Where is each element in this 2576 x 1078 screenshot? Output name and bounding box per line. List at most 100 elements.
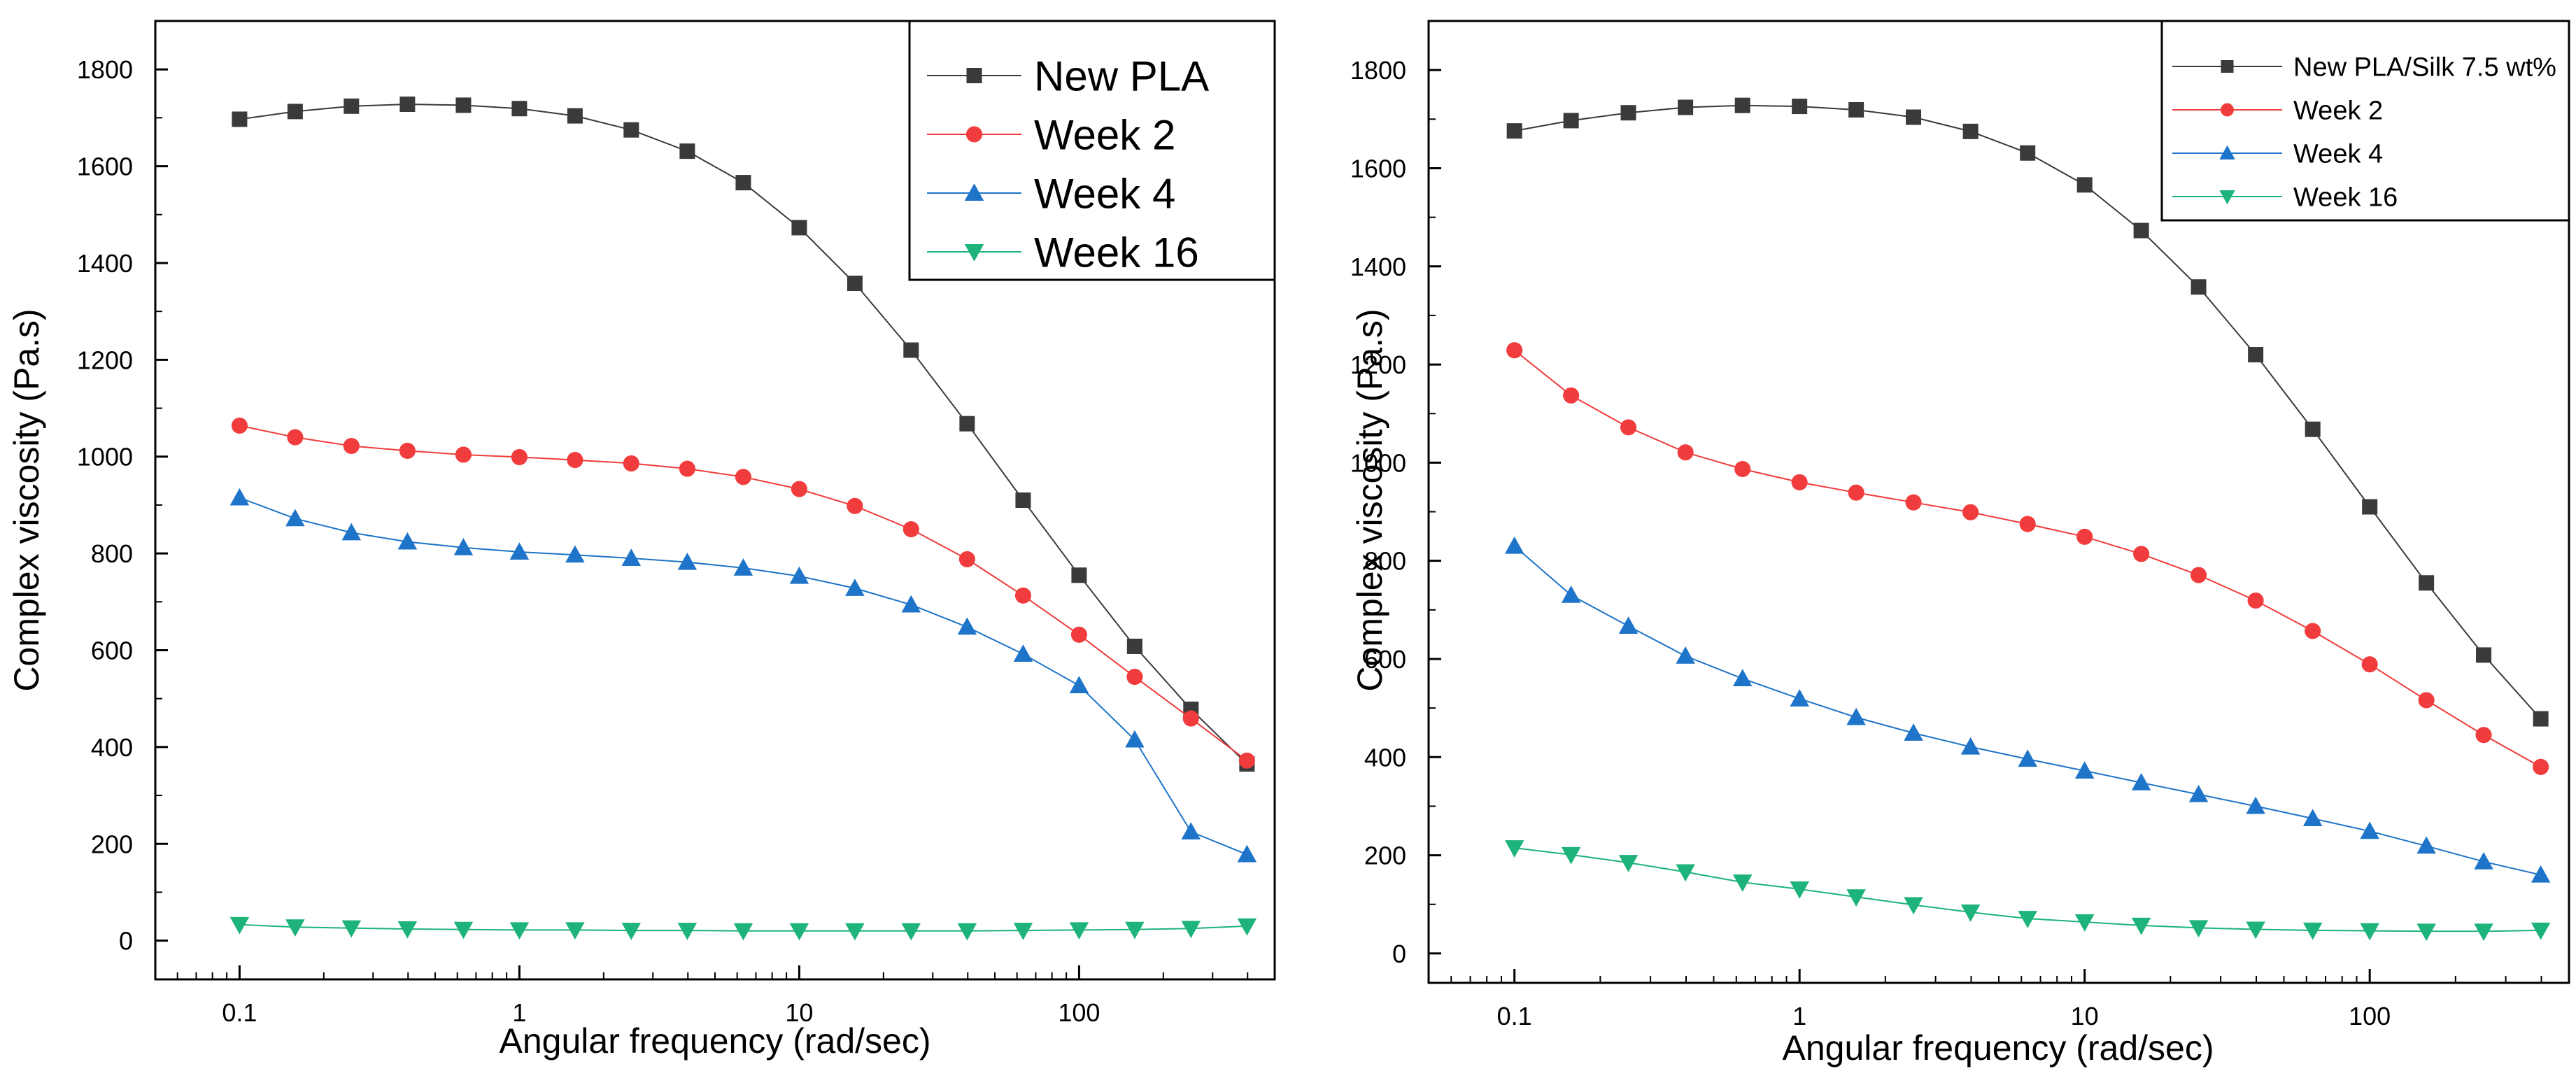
data-point [1734,460,1751,478]
data-point [1618,616,1639,634]
data-point [1125,921,1145,939]
chart-left: 0 200 400 600 800 1000 1200 1400 1600 1800 0.1 1 10 1… [7,20,1276,1061]
data-point [2018,749,2037,767]
series-week-4 [229,488,1257,863]
data-point [1962,123,1979,139]
data-point [567,108,583,124]
data-point [1848,101,1864,118]
data-point [958,551,975,567]
data-point [2360,821,2379,839]
data-point [2531,865,2551,883]
legend-box [908,20,1276,281]
data-point [1014,587,1031,604]
data-point [2475,727,2492,744]
y-tick-label: 200 [1364,842,1406,870]
data-point [735,469,751,485]
legend-item-week-16: Week 16 [2172,183,2398,213]
legend-marker [965,126,983,143]
data-point [229,916,250,935]
data-point [1015,492,1031,508]
data-point [959,416,975,432]
legend-item-week-16: Week 16 [927,229,1199,276]
data-point [565,545,585,563]
y-tick-label: 800 [1364,547,1406,576]
data-point [1071,567,1087,583]
data-point [231,417,248,434]
data-point [2474,923,2493,942]
data-point [901,595,921,613]
series-week-16 [229,916,1257,941]
y-tick-label: 200 [91,830,133,858]
data-point [1732,874,1753,892]
data-point [1620,105,1636,121]
legend-item-week-4: Week 4 [927,171,1175,218]
data-point [1960,904,1981,922]
data-point [2018,911,2037,928]
data-point [1563,387,1580,404]
data-point [2248,347,2264,363]
x-axis-label: Angular frequency (rad/sec) [500,1021,931,1061]
y-tick-label: 400 [91,733,133,762]
data-point [903,342,919,358]
y-axis-label: Complex viscosity (Pa.s) [7,308,46,691]
x-tick-label: 0.1 [1497,1002,1532,1030]
series-week-2 [231,417,1255,769]
series-week-2 [1506,342,2549,775]
x-axis-label: Angular frequency (rad/sec) [1783,1028,2214,1068]
y-tick-label: 0 [119,927,133,956]
data-point [1125,730,1145,748]
data-point [1792,99,1808,115]
data-point [397,532,418,550]
data-point [845,923,865,941]
legend-item-week-4: Week 4 [2172,140,2383,169]
legend-marker [964,183,984,201]
data-point [2190,567,2207,583]
data-point [1070,626,1087,643]
legend-marker [2221,60,2234,73]
data-point [1620,419,1637,436]
data-point [735,175,751,191]
data-point [341,523,362,541]
data-point [2188,920,2209,938]
y-axis-label: Complex viscosity (Pa.s) [1350,308,1389,691]
data-point [1904,723,1923,741]
data-point [1561,586,1581,603]
data-point [1182,710,1199,727]
data-point [2133,222,2149,239]
data-point [679,460,695,477]
data-point [847,276,863,292]
chart-right: 0 200 400 600 800 1000 1200 1400 1600 1800 0.1 1 10 1… [1350,20,2570,1068]
data-point [1126,638,1142,654]
data-point [2302,922,2323,940]
legend-box [2160,20,2570,222]
legend-marker [966,68,982,83]
data-point [1561,846,1581,865]
series-week-4 [1504,536,2551,883]
data-point [1506,342,1523,359]
data-point [232,111,248,127]
y-tick-label: 400 [1364,743,1406,772]
legend-label: Week 16 [2293,183,2398,213]
legend: New PLA Week 2 Week 4 Week 16 [908,20,1276,281]
data-point [2076,528,2093,545]
data-point [2474,851,2493,870]
data-point [1790,881,1809,899]
data-point [1904,897,1923,915]
data-point [1790,689,1809,707]
legend-item-week-2: Week 2 [2172,97,2383,126]
data-point [623,455,639,471]
data-point [789,566,809,584]
data-point [2074,914,2095,932]
data-point [1676,646,1695,664]
x-tick-label: 100 [2349,1002,2391,1030]
data-point [2074,761,2095,779]
data-point [285,509,305,527]
y-tick-label: 600 [1364,645,1406,674]
data-point [511,448,528,465]
data-point [343,437,360,455]
data-point [621,548,642,567]
data-point [733,558,753,576]
data-point [2131,773,2151,790]
data-point [453,921,474,939]
data-point [2418,692,2435,709]
